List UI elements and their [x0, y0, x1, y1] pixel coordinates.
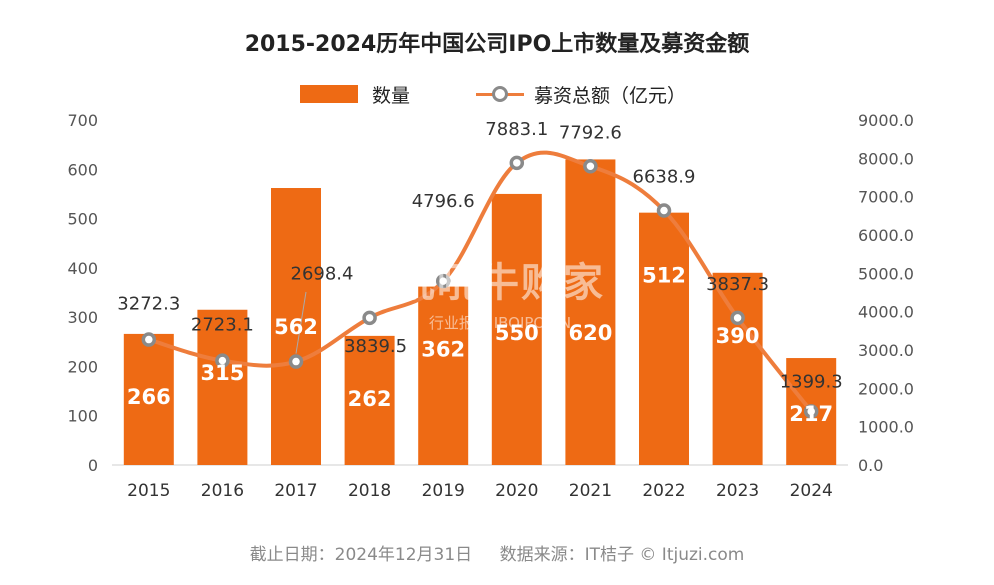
bar-value-label: 550 [495, 321, 539, 345]
y-right-tick-label: 8000.0 [858, 149, 914, 168]
line-point [362, 310, 377, 326]
line-point [656, 203, 672, 218]
line-value-label: 2698.4 [291, 264, 354, 285]
y-right-tick-label: 4000.0 [858, 303, 914, 322]
legend-bar-label: 数量 [372, 84, 411, 107]
x-tick-label: 2024 [790, 481, 833, 501]
line-point [288, 354, 304, 369]
bar [639, 212, 689, 465]
line-point [215, 353, 230, 368]
y-left-tick-label: 100 [67, 407, 98, 426]
legend-bar-swatch [300, 85, 358, 103]
bar [418, 286, 469, 465]
y-right-tick-label: 1000.0 [858, 418, 914, 437]
bar [491, 193, 542, 465]
bar [712, 272, 763, 465]
bar [344, 335, 395, 465]
line-value-label: 3839.5 [344, 336, 407, 357]
y-left-tick-label: 700 [67, 111, 98, 130]
legend-line-swatch [476, 85, 525, 103]
bar [197, 309, 248, 465]
bar-value-label: 390 [716, 324, 760, 348]
line-value-label: 2723.1 [191, 315, 254, 336]
line-point [141, 332, 157, 347]
x-tick-label: 2022 [642, 481, 685, 501]
line-point [509, 155, 525, 171]
y-right-tick-label: 3000.0 [858, 341, 914, 360]
footer-source: 数据来源：IT桔子 © Itjuzi.com [499, 545, 745, 565]
line-value-label: 7792.6 [559, 122, 622, 143]
bar [123, 333, 174, 465]
x-tick-label: 2017 [274, 481, 317, 501]
x-tick-label: 2018 [348, 481, 391, 501]
chart-title: 2015-2024历年中国公司IPO上市数量及募资金额 [244, 32, 750, 57]
y-left-tick-label: 300 [67, 308, 98, 327]
line-value-label: 7883.1 [485, 119, 548, 140]
bar-value-label: 620 [568, 321, 612, 345]
line-value-label: 1399.3 [780, 371, 843, 392]
y-right-tick-label: 7000.0 [858, 188, 914, 207]
bar-value-label: 217 [789, 402, 833, 426]
x-tick-label: 2020 [495, 481, 538, 501]
x-tick-label: 2021 [569, 481, 612, 501]
footer: 截止日期：2024年12月31日 数据来源：IT桔子 © Itjuzi.com [0, 540, 994, 565]
y-right-tick-label: 6000.0 [858, 226, 914, 245]
x-tick-label: 2015 [127, 481, 170, 501]
y-left-tick-label: 200 [67, 357, 98, 376]
line-value-label: 3837.3 [706, 274, 769, 295]
bar [565, 159, 616, 465]
footer-date: 截止日期：2024年12月31日 [249, 545, 473, 565]
y-left-tick-label: 500 [67, 210, 98, 229]
line-value-label: 4796.6 [412, 191, 475, 212]
bar-value-label: 262 [348, 387, 392, 411]
bar [271, 188, 321, 465]
line-series-path [148, 150, 813, 413]
bar-value-label: 362 [421, 338, 465, 362]
y-right-tick-label: 0.0 [858, 456, 883, 475]
bar-value-label: 266 [127, 385, 171, 409]
line-point [435, 273, 451, 289]
y-right-tick-label: 2000.0 [858, 379, 914, 398]
y-right-tick-label: 9000.0 [858, 111, 914, 130]
bar-value-label: 562 [274, 315, 318, 339]
line-point [583, 159, 598, 174]
line-label-leader [295, 291, 307, 354]
x-tick-label: 2023 [716, 481, 759, 501]
line-value-label: 3272.3 [117, 294, 180, 315]
line-point [803, 404, 819, 419]
x-tick-label: 2016 [201, 481, 244, 501]
y-left-tick-label: 400 [67, 259, 98, 278]
y-left-tick-label: 600 [67, 160, 98, 179]
x-tick-label: 2019 [422, 481, 465, 501]
legend-line-label: 募资总额（亿元） [534, 84, 687, 107]
y-left-tick-label: 0 [88, 456, 98, 475]
bar-value-label: 512 [642, 264, 686, 288]
legend: 数量 募资总额（亿元） [300, 80, 686, 108]
y-right-tick-label: 5000.0 [858, 264, 914, 283]
line-point [730, 310, 745, 326]
bar-value-label: 315 [200, 361, 244, 385]
line-value-label: 6638.9 [633, 167, 696, 188]
